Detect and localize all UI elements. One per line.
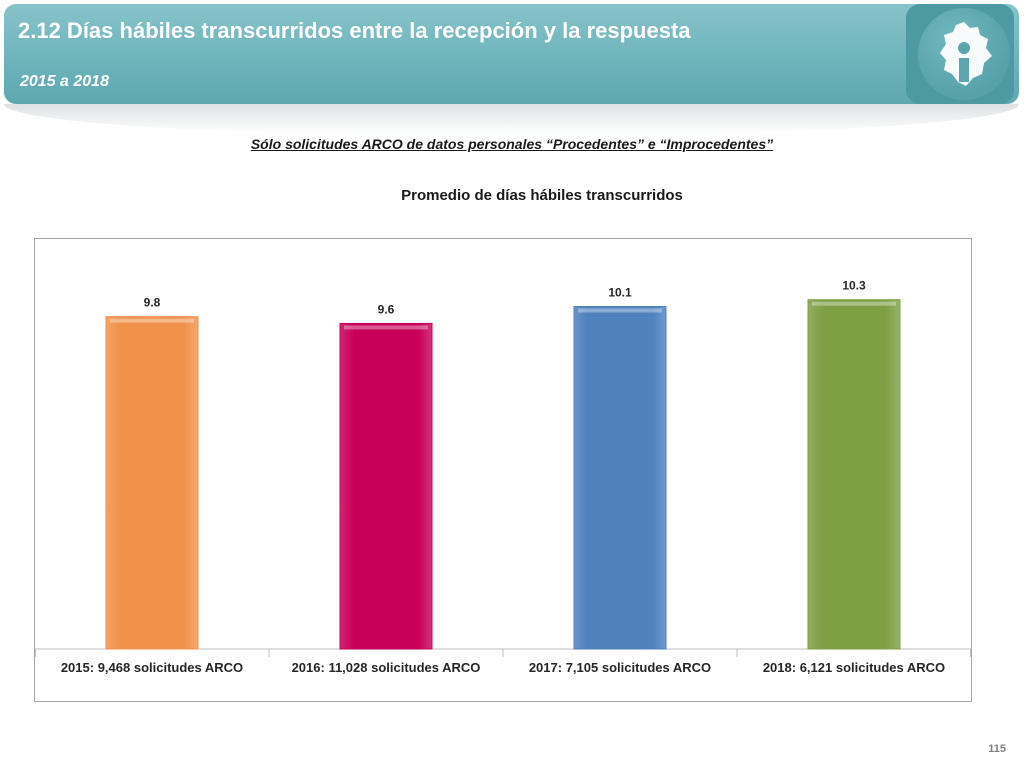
bar-1: [339, 322, 433, 650]
page-subtitle: 2015 a 2018: [20, 73, 109, 90]
cdmx-map-info-icon: [918, 8, 1010, 100]
data-label-2: 10.1: [608, 285, 632, 299]
header-banner: 2.12 Días hábiles transcurridos entre la…: [4, 4, 1019, 104]
bar-chart: 9.8 2015: 9,468 solicitudes ARCO 9.6 2016: …: [35, 279, 971, 675]
category-label-3: 2018: 6,121 solicitudes ARCO: [763, 660, 945, 675]
bar-0: [105, 316, 199, 650]
category-label-0: 2015: 9,468 solicitudes ARCO: [61, 660, 243, 675]
data-label-1: 9.6: [378, 302, 395, 316]
data-label-0: 9.8: [144, 296, 161, 310]
category-label-2: 2017: 7,105 solicitudes ARCO: [529, 660, 711, 675]
page-number: 115: [988, 743, 1006, 755]
chart-subtitle: Sólo solicitudes ARCO de datos personale…: [250, 136, 774, 152]
bar-highlight-1: [344, 325, 428, 330]
category-label-1: 2016: 11,028 solicitudes ARCO: [292, 660, 481, 675]
bar-highlight-2: [578, 308, 662, 313]
bar-3: [807, 299, 901, 650]
page-title: 2.12 Días hábiles transcurridos entre la…: [18, 18, 691, 43]
bar-highlight-3: [812, 301, 896, 306]
data-label-3: 10.3: [842, 279, 866, 293]
chart-title: Promedio de días hábiles transcurridos: [401, 187, 683, 204]
logo: [906, 4, 1014, 104]
bar-2: [573, 305, 667, 650]
bar-highlight-0: [110, 318, 194, 323]
header-shadow: [4, 104, 1019, 134]
chart-area: 9.8 2015: 9,468 solicitudes ARCO 9.6 2016: …: [34, 238, 972, 702]
